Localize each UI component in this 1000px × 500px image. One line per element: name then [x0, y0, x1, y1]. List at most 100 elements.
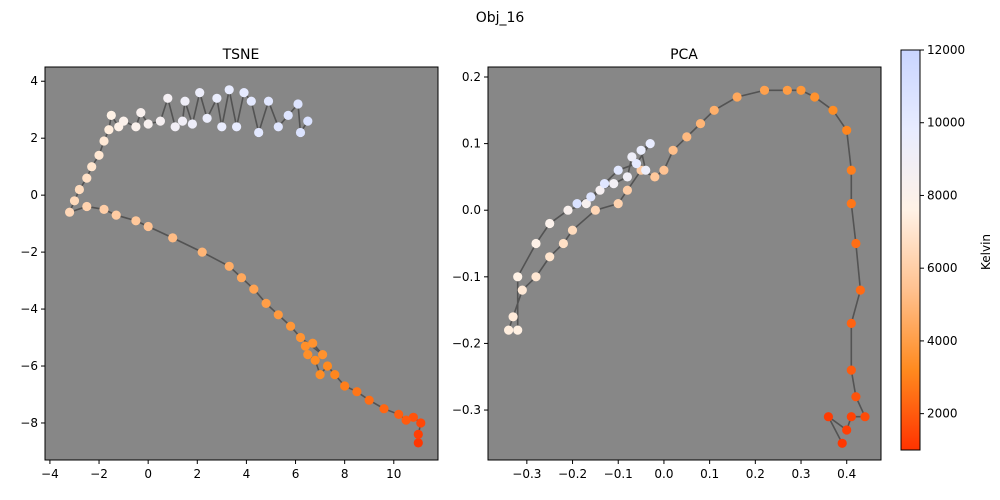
- pca-point: [695, 119, 706, 129]
- pca-panel: PCA −0.3 −0.2 −0.1 0.0 0.1 0.2 0.3 0.4 −0.3 −0.2 −…: [452, 47, 882, 481]
- pca-y-tick-label: −0.1: [452, 270, 481, 284]
- tsne-x-tick-label: −4: [41, 467, 59, 481]
- tsne-point: [187, 119, 197, 129]
- tsne-point: [163, 93, 173, 103]
- tsne-x-tick-label: 2: [193, 467, 201, 481]
- pca-y-tick-label: −0.3: [452, 403, 481, 417]
- pca-point: [842, 125, 852, 135]
- pca-point: [668, 145, 678, 155]
- pca-point: [650, 172, 660, 182]
- tsne-point: [82, 201, 92, 212]
- pca-y-tick-label: 0.2: [462, 70, 481, 84]
- tsne-point: [104, 125, 114, 135]
- colorbar-tick-label: 4000: [927, 334, 958, 348]
- tsne-point: [413, 438, 423, 448]
- tsne-y-tick-label: 4: [30, 74, 38, 88]
- tsne-point: [82, 173, 92, 183]
- tsne-point: [136, 108, 146, 118]
- pca-point: [531, 238, 541, 249]
- pca-point: [563, 205, 573, 215]
- tsne-point: [318, 350, 328, 360]
- pca-point: [855, 285, 866, 295]
- pca-point: [613, 165, 623, 175]
- tsne-point: [286, 321, 296, 331]
- pca-point: [595, 185, 605, 195]
- tsne-point: [340, 381, 350, 391]
- pca-point: [508, 312, 518, 322]
- tsne-point: [177, 116, 188, 126]
- tsne-point: [300, 341, 310, 351]
- pca-point: [860, 412, 870, 422]
- tsne-point: [249, 284, 259, 294]
- tsne-y-tick-label: −8: [20, 416, 38, 430]
- tsne-point: [111, 210, 121, 220]
- tsne-point: [197, 247, 207, 257]
- tsne-point: [69, 196, 80, 206]
- pca-point: [837, 438, 847, 448]
- tsne-y-tick-label: −4: [20, 302, 38, 316]
- colorbar-tick-label: 6000: [927, 261, 958, 275]
- tsne-point: [263, 96, 274, 106]
- pca-point: [627, 152, 637, 162]
- pca-point: [782, 85, 792, 95]
- tsne-y-tick-label: −6: [20, 359, 38, 373]
- tsne-point: [74, 184, 84, 195]
- tsne-x-tick-label: 8: [341, 467, 349, 481]
- tsne-point: [143, 119, 153, 129]
- pca-title: PCA: [670, 47, 698, 63]
- tsne-x-tick-label: 0: [144, 467, 152, 481]
- tsne-point: [246, 96, 256, 106]
- pca-point: [846, 199, 856, 209]
- tsne-point: [273, 310, 283, 320]
- pca-x-tick-label: 0.0: [654, 467, 673, 481]
- pca-point: [796, 85, 806, 95]
- tsne-point: [143, 221, 153, 232]
- pca-point: [846, 165, 856, 175]
- pca-point: [613, 199, 623, 209]
- tsne-point: [168, 233, 178, 243]
- tsne-point: [303, 350, 313, 360]
- tsne-point: [99, 204, 109, 214]
- pca-point: [513, 325, 523, 335]
- tsne-x-tick-label: −2: [90, 467, 108, 481]
- tsne-point: [119, 116, 129, 126]
- tsne-x-tick-label: 4: [243, 467, 251, 481]
- tsne-point: [65, 207, 75, 217]
- tsne-point: [310, 355, 320, 365]
- tsne-point: [295, 127, 306, 138]
- tsne-point: [217, 122, 227, 132]
- tsne-x-tick-label: 10: [386, 467, 401, 481]
- pca-point: [513, 272, 523, 282]
- pca-point: [842, 425, 852, 435]
- tsne-title: TSNE: [222, 47, 260, 63]
- tsne-point: [106, 110, 116, 120]
- tsne-point: [239, 88, 249, 98]
- tsne-panel: TSNE −4 −2 0 2 4 6 8 10 −8 −6 −4 −2 0 2 4: [20, 47, 439, 481]
- pca-axes-frame: [487, 66, 882, 461]
- figure-title: Obj_16: [476, 10, 525, 26]
- tsne-point: [322, 361, 333, 371]
- tsne-point: [87, 162, 97, 172]
- colorbar-tick-label: 2000: [927, 407, 958, 421]
- tsne-point: [416, 418, 426, 428]
- pca-y-tick-label: 0.0: [462, 203, 481, 217]
- tsne-point: [295, 332, 306, 343]
- pca-plot-area: [488, 67, 881, 460]
- colorbar-label: Kelvin: [979, 234, 993, 270]
- pca-point: [622, 185, 633, 195]
- tsne-point: [379, 404, 389, 414]
- pca-x-tick-label: 0.1: [700, 467, 719, 481]
- pca-point: [846, 365, 856, 375]
- pca-point: [636, 145, 646, 155]
- tsne-point: [170, 122, 180, 132]
- pca-point: [590, 205, 601, 215]
- tsne-point: [232, 122, 242, 132]
- tsne-y-tick-label: 2: [30, 131, 38, 145]
- tsne-point: [195, 88, 205, 98]
- tsne-point: [364, 395, 374, 405]
- tsne-point: [413, 429, 423, 439]
- pca-x-tick-label: 0.2: [746, 467, 765, 481]
- pca-y-tick-label: 0.1: [462, 137, 481, 151]
- pca-point: [531, 272, 541, 282]
